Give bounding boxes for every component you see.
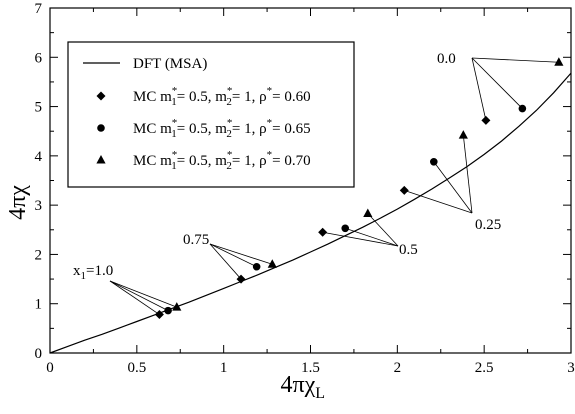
y-tick-label: 1	[35, 297, 43, 313]
annotation-leader-line	[209, 243, 273, 265]
legend-entry: MC m* 1= 0.5, m* 2= 1, ρ*= 0.70	[133, 149, 311, 172]
annotation-label: 0.5	[399, 242, 418, 258]
annotation-leader-line	[471, 57, 523, 109]
annotation-leader-line	[209, 243, 242, 280]
x-tick-label: 0.5	[127, 360, 146, 376]
annotation-leader-line	[404, 189, 473, 214]
x-tick-label: 2.5	[475, 360, 494, 376]
data-point-circle	[164, 306, 172, 315]
annotation-leader-line	[209, 243, 257, 268]
x-tick-label: 3	[567, 360, 575, 376]
x-axis-title: 4πχL	[281, 372, 326, 402]
legend-box	[67, 41, 355, 188]
annotation-leader-line	[109, 280, 169, 311]
annotation-leader-line	[109, 280, 160, 315]
annotations: x1=1.0 0.75 0.5 0.25 0.0	[73, 51, 559, 315]
annotation-leader-line	[345, 227, 399, 247]
annotation-leader-line	[462, 135, 473, 214]
x-tick-label: 2	[394, 360, 402, 376]
data-point-triangle	[458, 130, 468, 139]
data-point-triangle	[363, 208, 373, 218]
annotation-leader-line	[471, 57, 487, 121]
y-axis-title: 4πχ	[5, 185, 31, 220]
x-tick-label: 1	[220, 360, 228, 376]
data-point-triangle	[172, 302, 182, 311]
y-tick-label: 3	[35, 198, 43, 214]
y-tick-label: 2	[35, 247, 43, 263]
y-tick-label: 7	[35, 1, 43, 17]
x-tick-label: 1.5	[301, 360, 320, 376]
axis-ticks: 0 0.5 1 1.5 2 2.5 3 0 1 2 3 4 5 6 7	[35, 1, 575, 376]
y-tick-label: 0	[35, 346, 43, 362]
annotation-leader-line	[471, 57, 559, 63]
series-line-dft-msa	[49, 72, 572, 354]
annotation-label: 0.75	[183, 232, 209, 248]
x-tick-label: 0	[46, 360, 54, 376]
annotation-leader-line	[322, 231, 399, 247]
annotation-leader-line	[433, 161, 473, 214]
y-tick-label: 6	[35, 50, 43, 66]
annotation-label: 0.25	[475, 217, 501, 233]
legend-marker-circle	[97, 124, 105, 132]
data-point-triangle	[267, 259, 277, 268]
legend-entry: DFT (MSA)	[133, 56, 207, 72]
legend-entry: MC m* 1= 0.5, m* 2= 1, ρ*= 0.60	[133, 85, 311, 108]
annotation-leader-line	[367, 213, 399, 247]
legend-marker-diamond	[96, 91, 106, 101]
chart-marks	[49, 57, 572, 354]
data-point-triangle	[554, 57, 564, 66]
annotation-label: x1=1.0	[73, 263, 113, 282]
annotation-leader-line	[109, 280, 177, 308]
y-tick-label: 4	[35, 149, 43, 165]
annotation-label: 0.0	[437, 51, 456, 67]
legend-entry: MC m* 1= 0.5, m* 2= 1, ρ*= 0.65	[133, 117, 311, 140]
y-tick-label: 5	[35, 100, 43, 116]
legend-marker-triangle	[96, 155, 106, 164]
legend: DFT (MSA) MC m* 1= 0.5, m* 2= 1, ρ*= 0.60 MC…	[67, 41, 355, 188]
